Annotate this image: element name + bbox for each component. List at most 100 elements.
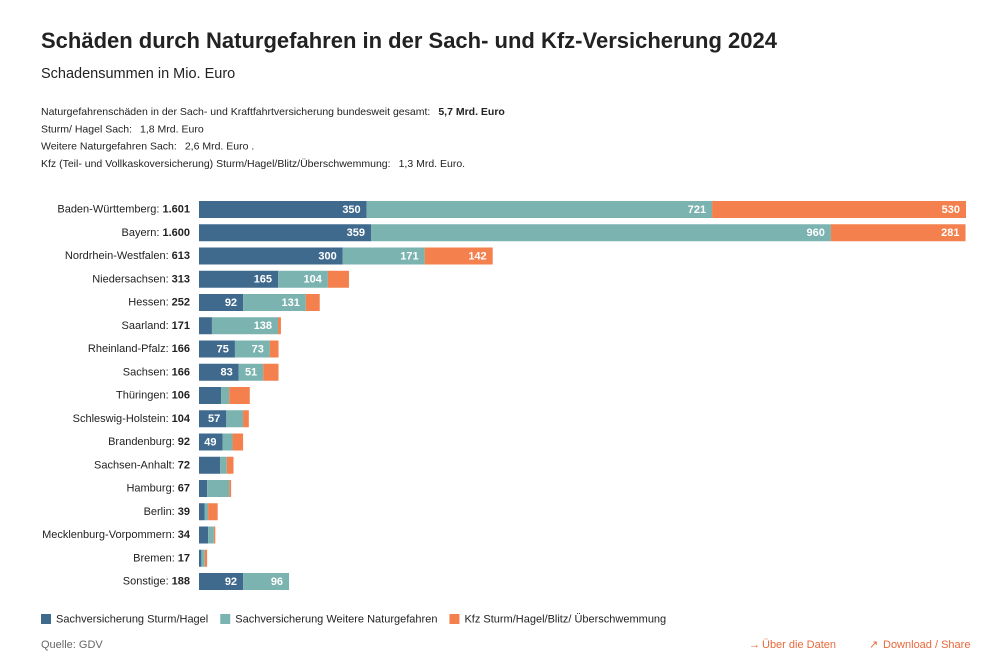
legend-swatch [220,614,231,624]
bar-segment [213,526,216,544]
category-total: 104 [172,413,191,425]
bar-segment [199,480,208,497]
bar-segment [208,526,214,544]
category-total: 171 [172,320,190,332]
category-label: Schleswig-Holstein: 104 [73,413,191,425]
bar-segment [226,410,244,428]
note-value: 1,8 Mrd. Euro [140,123,204,135]
value-label: 75 [217,343,229,355]
about-data-link[interactable]: Über die Daten [762,639,836,651]
category-total: 72 [178,459,190,471]
note-value: 1,3 Mrd. Euro. [399,158,466,170]
category-name: Mecklenburg-Vorpommern: [42,529,175,541]
value-label: 92 [225,297,237,309]
bar-segment [211,317,279,335]
category-total: 166 [172,343,190,355]
category-name: Niedersachsen: [92,273,168,285]
category-total: 39 [178,506,190,518]
category-label: Nordrhein-Westfalen: 613 [65,250,190,262]
bar-segment [199,201,367,218]
bar-segment [243,294,306,311]
value-label: 721 [688,204,706,216]
category-label: Sachsen-Anhalt: 72 [94,459,190,471]
note-label: Kfz (Teil- und Vollkaskoversicherung) St… [41,158,391,170]
category-label: Mecklenburg-Vorpommern: 34 [42,529,191,541]
category-name: Schleswig-Holstein: [73,413,169,425]
value-label: 57 [208,413,220,425]
bar-segment [199,340,235,358]
value-label: 960 [807,227,825,239]
bar-segment [238,363,264,381]
bar-segment [243,573,290,590]
bar-segment [199,549,202,567]
bar-segment [269,340,279,358]
category-total: 1.601 [162,203,190,215]
bar-segment [278,270,328,288]
bar-segment [222,433,233,451]
bar-segment [830,224,966,242]
notes: Naturgefahrenschäden in der Sach- und Kr… [41,106,505,170]
value-label: 49 [204,436,216,448]
bar-segment [232,433,244,451]
bar-segment [201,549,205,567]
category-name: Hessen: [128,296,168,308]
bar-segment [221,387,230,404]
category-label: Niedersachsen: 313 [92,273,190,285]
category-label: Bremen: 17 [133,552,190,564]
category-name: Nordrhein-Westfalen: [65,250,169,262]
value-label: 171 [400,250,418,262]
note: Kfz (Teil- und Vollkaskoversicherung) St… [41,158,465,170]
legend-label: Kfz Sturm/Hagel/Blitz/ Überschwemmung [464,613,666,625]
value-label: 165 [254,274,272,286]
bar-segment [199,247,343,265]
bar-segment [199,294,244,311]
note: Sturm/ Hagel Sach: 1,8 Mrd. Euro [41,123,204,135]
value-label: 350 [342,204,360,216]
category-total: 188 [172,575,190,587]
bar-segment [424,247,493,265]
arrow-icon: → [749,639,760,651]
note: Weitere Naturgefahren Sach: 2,6 Mrd. Euro… [41,140,254,152]
bar-segment [199,387,222,404]
legend-swatch [449,614,460,624]
note-label: Sturm/ Hagel Sach: [41,123,132,135]
bar-segment [199,526,209,544]
value-label: 142 [468,250,486,262]
bar-segment [199,410,227,428]
category-label: Baden-Württemberg: 1.601 [57,203,190,215]
category-name: Sachsen: [123,366,169,378]
download-share-link[interactable]: Download / Share [883,639,970,651]
bar-segment [712,201,966,218]
bar-segment [366,201,713,218]
category-total: 166 [172,366,190,378]
category-name: Rheinland-Pfalz: [88,343,169,355]
bar-segment [226,456,234,474]
value-label: 73 [252,343,264,355]
bar-segment [370,224,831,242]
category-name: Saarland: [122,320,169,332]
category-label: Saarland: 171 [122,320,190,332]
bar-segment [220,456,227,474]
category-name: Sonstige: [123,575,169,587]
bar-segment [199,573,244,590]
category-name: Baden-Württemberg: [57,203,159,215]
bar-segment [199,503,205,521]
bar-segment [199,433,223,451]
bar-segment [199,363,239,381]
category-name: Berlin: [144,506,175,518]
bar-segment [278,317,281,335]
note-label: Weitere Naturgefahren Sach: [41,140,177,152]
note-label: Naturgefahrenschäden in der Sach- und Kr… [41,106,430,118]
chart-title: Schäden durch Naturgefahren in der Sach-… [41,28,778,53]
value-label: 281 [941,227,959,239]
note-value: 5,7 Mrd. Euro [438,106,505,118]
bar-segment [204,503,209,521]
category-name: Thüringen: [116,389,169,401]
category-label: Thüringen: 106 [116,389,190,401]
category-total: 92 [178,436,190,448]
note-value: 2,6 Mrd. Euro . [185,140,254,152]
category-label: Sonstige: 188 [123,575,190,587]
bar-segment [204,549,208,567]
category-label: Rheinland-Pfalz: 166 [88,343,190,355]
